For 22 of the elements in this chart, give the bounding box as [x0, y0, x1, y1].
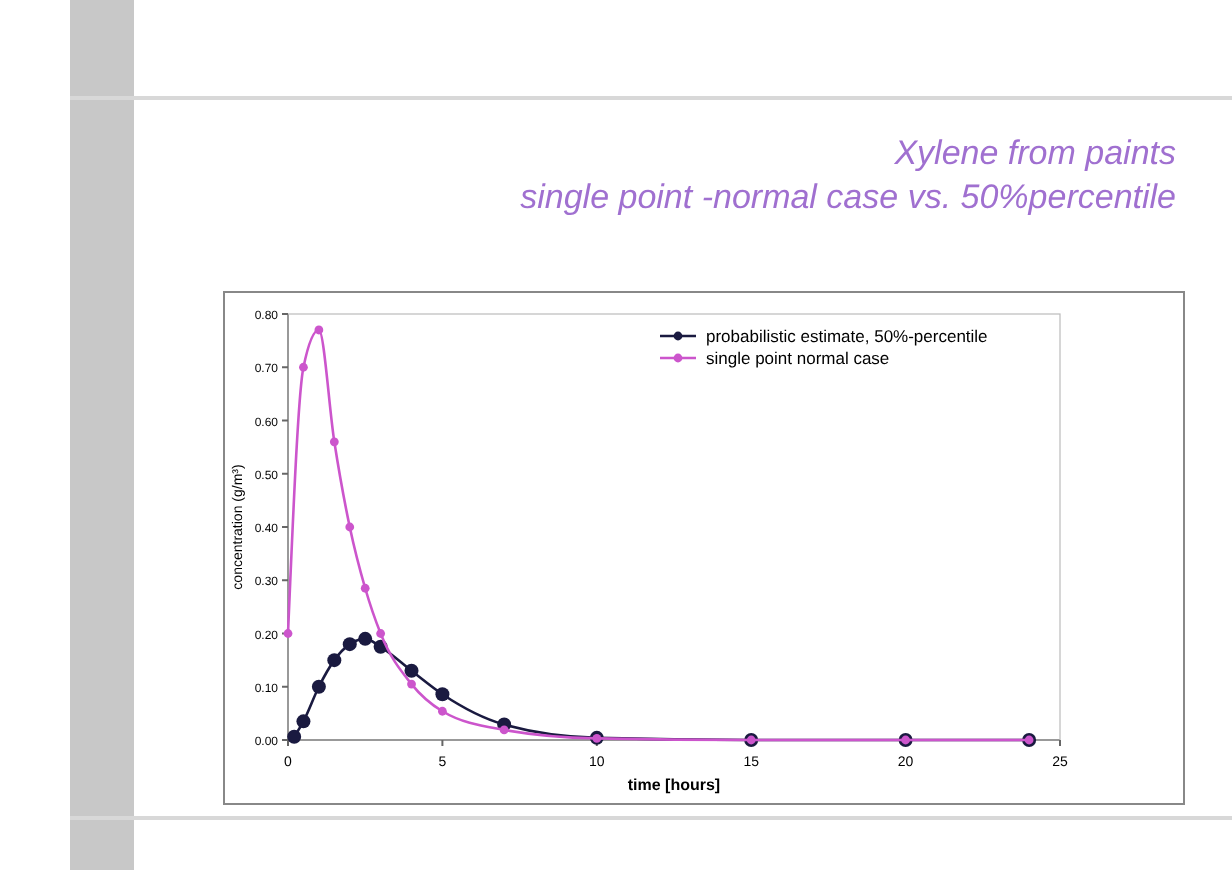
point — [435, 687, 450, 702]
point — [311, 679, 326, 694]
legend-label: single point normal case — [706, 348, 890, 368]
point — [376, 629, 386, 638]
point — [404, 663, 419, 678]
point — [360, 583, 370, 593]
point — [499, 725, 509, 735]
legend-label: probabilistic estimate, 50%-percentile — [706, 326, 989, 346]
point — [345, 522, 355, 532]
point — [329, 437, 339, 447]
point — [287, 729, 302, 744]
chart-subtitle: single point -normal case vs. 50%percentile — [520, 178, 1176, 216]
point — [358, 631, 373, 646]
point — [299, 362, 308, 372]
x-axis-title: time [hours] — [627, 776, 721, 794]
point — [327, 653, 342, 668]
point — [407, 679, 416, 689]
point — [296, 714, 311, 729]
point — [314, 325, 324, 335]
point — [438, 706, 447, 716]
chart-title: Xylene from paints — [892, 134, 1177, 172]
point — [342, 637, 357, 652]
